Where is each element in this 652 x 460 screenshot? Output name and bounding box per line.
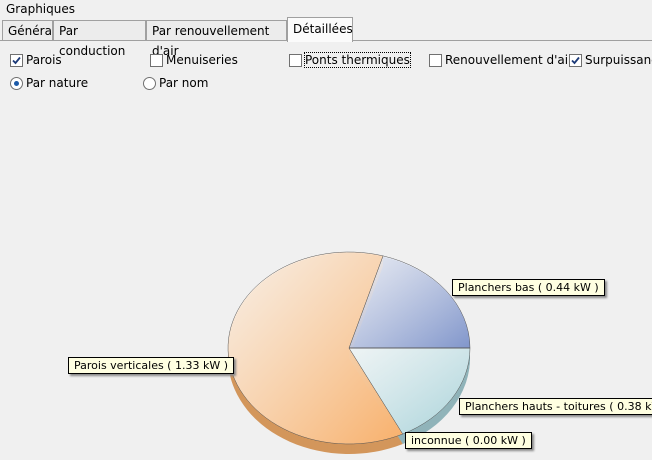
checkbox[interactable] [569, 54, 582, 67]
data-label: Parois verticales ( 1.33 kW ) [68, 357, 234, 374]
checkbox-label[interactable]: Renouvellement d'air [445, 53, 574, 67]
radio[interactable] [143, 77, 156, 90]
checkbox[interactable] [289, 54, 302, 67]
slice [348, 255, 471, 349]
checkbox[interactable] [429, 54, 442, 67]
radio[interactable] [10, 77, 23, 90]
tab[interactable]: Par renouvellement d'air [146, 20, 287, 58]
slice [348, 347, 471, 435]
checkbox-label[interactable]: Parois [26, 53, 62, 67]
tab[interactable]: Détaillées [287, 17, 353, 42]
data-label: inconnue ( 0.00 kW ) [405, 432, 532, 449]
checkbox[interactable] [10, 54, 23, 67]
checkbox[interactable] [150, 54, 163, 67]
tab[interactable]: Général [2, 20, 55, 40]
checkbox-label[interactable]: Ponts thermiques [304, 52, 411, 68]
tab[interactable]: Par conduction [53, 20, 146, 58]
checkbox-label[interactable]: Surpuissance [585, 53, 652, 67]
group-title: Graphiques [6, 2, 75, 16]
radio-label[interactable]: Par nature [26, 76, 89, 90]
radio-label[interactable]: Par nom [159, 76, 209, 90]
data-label: Planchers hauts - toitures ( 0.38 kW ) [459, 398, 652, 415]
slice [227, 251, 404, 445]
checkbox-label[interactable]: Menuiseries [166, 53, 238, 67]
data-label: Planchers bas ( 0.44 kW ) [452, 279, 605, 296]
